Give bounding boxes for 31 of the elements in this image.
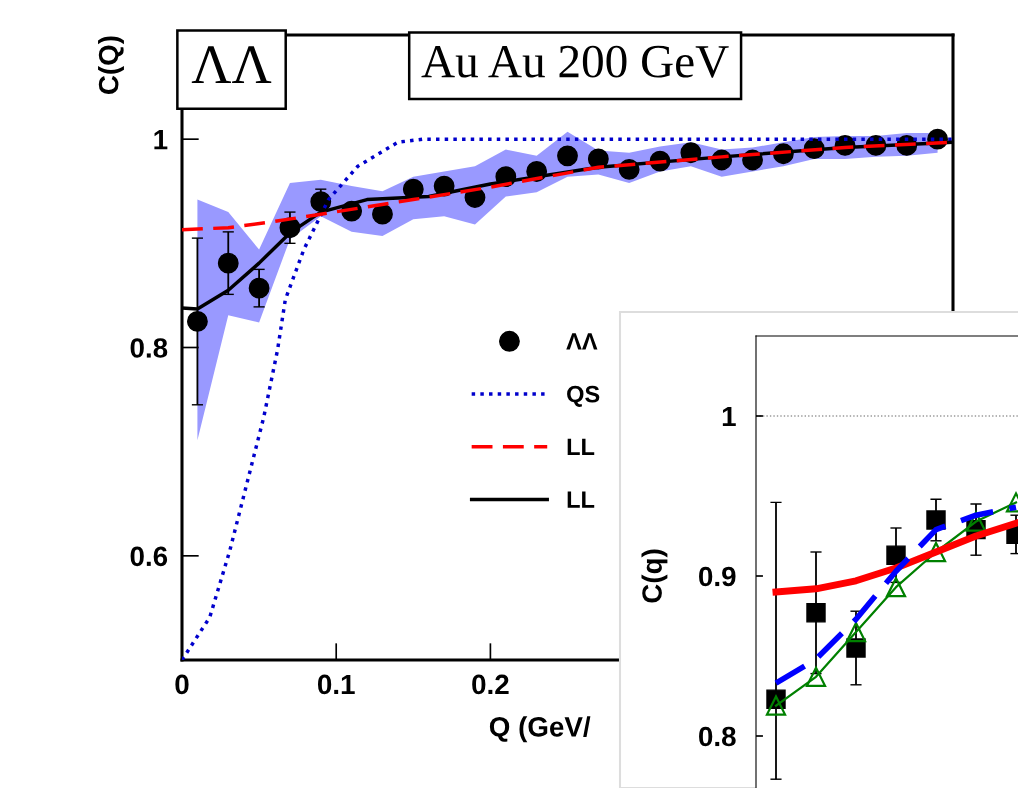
point xyxy=(925,541,947,563)
point xyxy=(765,695,787,716)
y-tick-label: 1 xyxy=(722,406,736,427)
legend-label: ΛΛ xyxy=(566,333,598,350)
x-tick-label: 0 xyxy=(175,674,189,695)
legend-label: QS xyxy=(567,385,600,407)
y-tick-label: 0.8 xyxy=(130,338,168,358)
y-tick-label: 0.9 xyxy=(699,566,736,587)
point xyxy=(806,603,826,623)
legend-label: LL xyxy=(567,491,595,508)
annotation: ΛΛ xyxy=(191,46,272,83)
point xyxy=(248,277,270,299)
point xyxy=(557,145,578,167)
y-tick-label: 0.6 xyxy=(130,546,168,567)
y-axis-title: C(q) xyxy=(641,549,668,603)
point xyxy=(885,577,907,598)
point xyxy=(805,666,827,687)
x-tick-label: 0.1 xyxy=(317,674,355,695)
point xyxy=(965,511,987,532)
annotation: Au Au 200 GeV xyxy=(421,45,729,78)
point xyxy=(886,545,906,565)
x-axis-title: Q (GeV/ xyxy=(489,716,591,743)
point xyxy=(845,621,867,643)
y-axis-title: C(Q) xyxy=(98,36,124,95)
y-tick-label: 0.8 xyxy=(699,726,736,747)
x-tick-label: 0.2 xyxy=(472,674,509,695)
y-tick-label: 1 xyxy=(154,130,168,150)
point xyxy=(217,252,239,274)
point xyxy=(372,203,393,225)
point xyxy=(187,311,208,332)
legend-label: LL xyxy=(567,438,595,455)
